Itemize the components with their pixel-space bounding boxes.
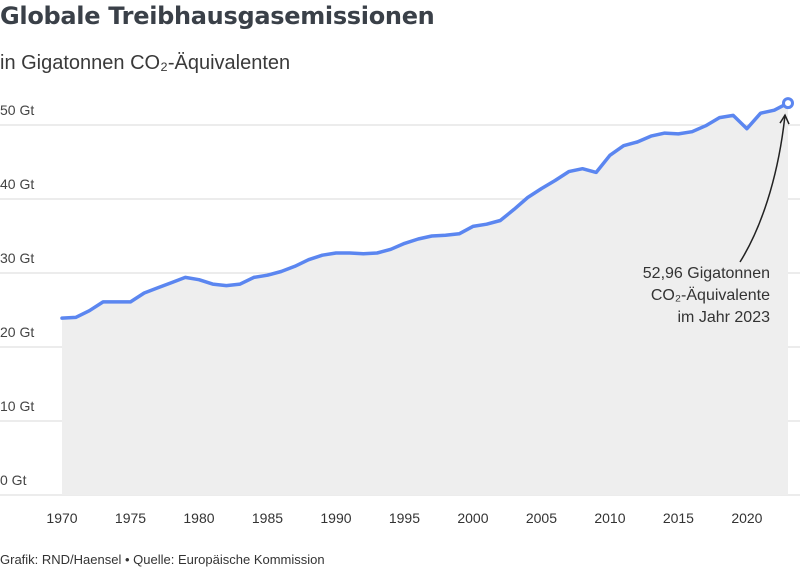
chart-title: Globale Treibhausgasemissionen xyxy=(0,2,435,30)
series-line xyxy=(60,101,790,320)
x-tick-label: 1985 xyxy=(252,510,283,526)
y-tick-label: 10 Gt xyxy=(0,398,34,414)
y-tick-label: 40 Gt xyxy=(0,176,34,192)
x-tick-label: 1970 xyxy=(46,510,77,526)
emissions-chart: 0 Gt 10 Gt 20 Gt 30 Gt 40 Gt 50 Gt 1970 1975 198… xyxy=(0,97,800,526)
area-fill xyxy=(62,103,788,495)
annotation-arrowhead xyxy=(779,113,790,125)
x-tick-label: 1995 xyxy=(389,510,420,526)
x-tick-label: 2010 xyxy=(594,510,625,526)
x-tick-label: 1980 xyxy=(183,510,214,526)
highlight-marker xyxy=(782,97,794,110)
source-credit: Grafik: RND/Haensel • Quelle: Europäisch… xyxy=(0,552,325,567)
annotation-text: im Jahr 2023 xyxy=(678,309,771,326)
x-tick-label: 2020 xyxy=(731,510,762,526)
y-tick-label: 50 Gt xyxy=(0,102,34,118)
x-tick-label: 1990 xyxy=(320,510,351,526)
annotation-arrow xyxy=(739,115,786,263)
chart-subtitle: in Gigatonnen CO₂-Äquivalenten xyxy=(0,52,291,74)
x-tick-label: 1975 xyxy=(115,510,146,526)
annotation-text: CO₂-Äquivalente xyxy=(651,286,770,304)
x-tick-label: 2015 xyxy=(663,510,694,526)
y-tick-label: 0 Gt xyxy=(0,472,27,488)
annotation-text: 52,96 Gigatonnen xyxy=(643,265,770,282)
x-tick-label: 2000 xyxy=(457,510,488,526)
y-tick-label: 20 Gt xyxy=(0,324,34,340)
x-tick-label: 2005 xyxy=(526,510,557,526)
y-tick-label: 30 Gt xyxy=(0,250,34,266)
